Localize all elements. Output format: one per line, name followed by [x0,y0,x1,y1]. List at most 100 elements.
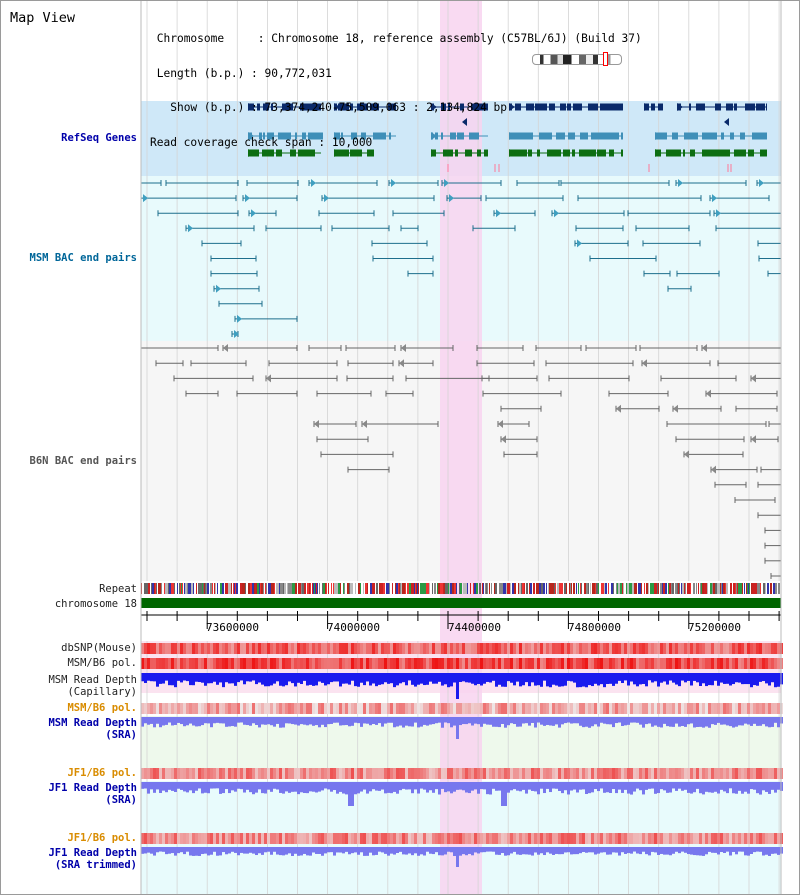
repeat-element [685,583,686,594]
msm-pol-cell [195,658,198,669]
msm-pol-cell [543,658,546,669]
msm-pol2-cell [756,703,759,714]
jf1-sra-depth-bar [723,782,726,792]
jf1-sra-depth-bar [777,782,780,790]
msm-sra-depth-bar [435,717,438,724]
jf1-trimmed-depth-bar [270,847,273,855]
jf1-pol2-cell [297,833,300,844]
jf1-pol-cell [393,768,396,779]
repeat-element [512,583,515,594]
msm-sra-depth-bar [252,717,255,724]
jf1-pol-cell [492,768,495,779]
gene-exon [321,132,323,140]
repeat-element [152,583,155,594]
jf1-pol2-cell [735,833,738,844]
msm-sra-depth-bar [750,717,753,726]
msm-capillary-depth-bar [696,673,699,683]
jf1-pol2-cell [300,833,303,844]
msm-pol-cell [771,658,774,669]
jf1-trimmed-depth-bar [456,847,459,867]
msm-sra-depth-bar [291,717,294,725]
jf1-trimmed-depth-bar [366,847,369,856]
msm-pol-cell [321,658,324,669]
jf1-sra-depth-bar [279,782,282,793]
jf1-pol2-cell [348,833,351,844]
msm-sra-depth-bar [183,717,186,727]
gene-strand-arrow [334,149,340,157]
gene-strand-arrow [509,103,515,111]
msm-pol-cell [180,658,183,669]
jf1-pol-cell [306,768,309,779]
repeat-element [590,583,591,594]
msm-sra-depth-bar [219,717,222,724]
jf1-pol2-cell [222,833,225,844]
ideogram-position-marker[interactable] [603,52,608,66]
gene-exon [257,149,259,157]
jf1-trimmed-depth-bar [363,847,366,856]
msm-sra-depth-bar [348,717,351,727]
jf1-sra-depth-bar [327,782,330,790]
jf1-sra-depth-bar [258,782,261,790]
repeat-element [449,583,450,594]
msm-pol-cell [654,658,657,669]
jf1-trimmed-depth-bar [750,847,753,854]
dbsnp-cell [222,643,225,654]
gene-exon [620,103,623,111]
msm-pol2-cell [303,703,306,714]
dbsnp-cell [531,643,534,654]
msm-pol-cell [453,658,456,669]
jf1-pol-cell [459,768,462,779]
msm-pol2-cell [525,703,528,714]
dbsnp-cell [720,643,723,654]
jf1-trimmed-depth-bar [303,847,306,854]
msm-pol2-cell [495,703,498,714]
msm-pol2-cell [696,703,699,714]
repeat-element [326,583,327,594]
msm-sra-depth-bar [765,717,768,727]
msm-pol2-cell [231,703,234,714]
jf1-sra-depth-bar [255,782,258,793]
msm-capillary-depth-bar [351,673,354,681]
jf1-pol-cell [273,768,276,779]
jf1-pol-cell [495,768,498,779]
msm-pol-cell [417,658,420,669]
jf1-pol2-cell [630,833,633,844]
msm-capillary-depth-bar [684,673,687,683]
jf1-pol-cell [768,768,771,779]
msm-sra-depth-bar [639,717,642,725]
jf1-sra-depth-bar [501,782,504,806]
msm-sra-depth-bar [702,717,705,728]
jf1-pol-cell [624,768,627,779]
jf1-sra-depth-bar [183,782,186,792]
repeat-element [450,583,453,594]
msm-capillary-depth-bar [279,673,282,686]
msm-capillary-depth-bar [648,673,651,681]
dbsnp-cell [162,643,165,654]
msm-pol2-cell [459,703,462,714]
gene-exon [549,103,555,111]
jf1-trimmed-depth-bar [228,847,231,854]
msm-pol2-cell [708,703,711,714]
jf1-pol-cell [222,768,225,779]
msm-capillary-depth-bar [777,673,780,687]
repeat-element [744,583,745,594]
msm-capillary-depth-bar [231,673,234,684]
jf1-pol2-cell [471,833,474,844]
jf1-sra-depth-bar [369,782,372,792]
dbsnp-cell [246,643,249,654]
jf1-pol2-cell [729,833,732,844]
msm-pol-cell [681,658,684,669]
dbsnp-cell [219,643,222,654]
dbsnp-cell [168,643,171,654]
repeat-element [702,583,705,594]
repeat-element [515,583,516,594]
chromosome-ideogram[interactable] [532,54,622,65]
msm-pol-cell [708,658,711,669]
msm-pol-cell [738,658,741,669]
jf1-trimmed-depth-bar [585,847,588,853]
jf1-trimmed-depth-bar [474,847,477,853]
msm-pol2-cell [273,703,276,714]
jf1-trimmed-depth-bar [339,847,342,853]
repeat-element [678,583,679,594]
